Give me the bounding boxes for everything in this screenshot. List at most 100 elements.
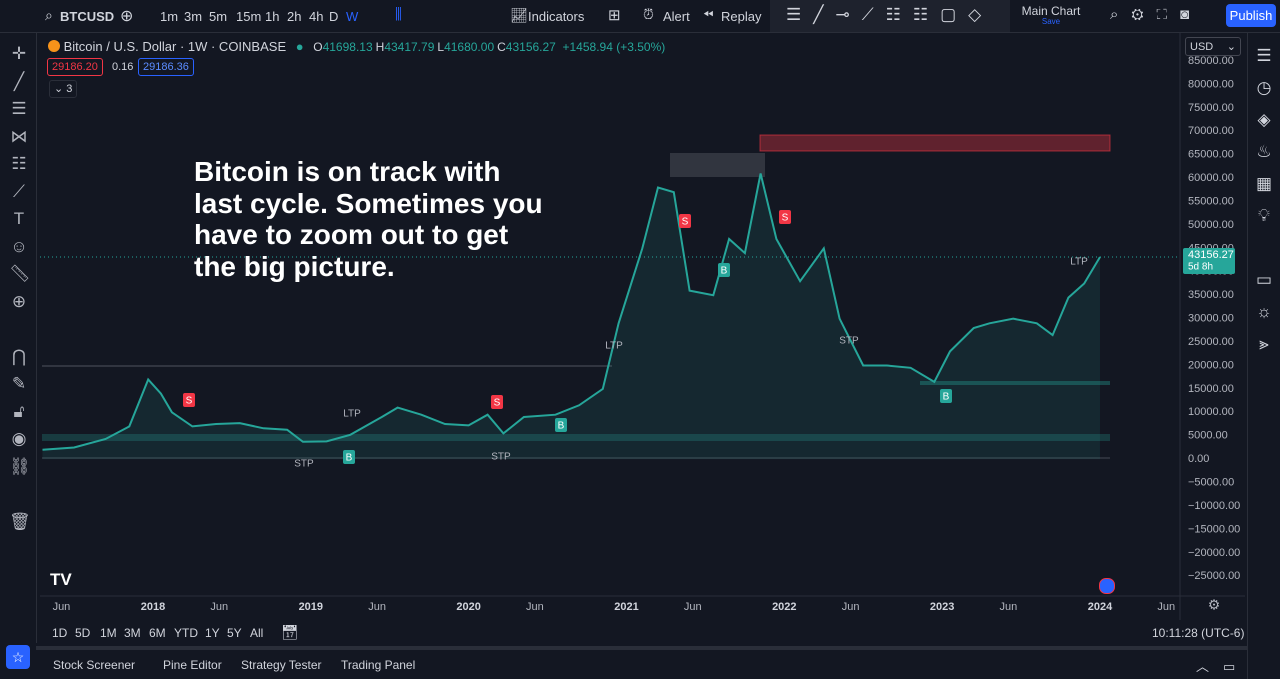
alert-icon[interactable]: ⏰︎ (643, 6, 654, 22)
add-symbol[interactable]: ⊕ (120, 8, 134, 25)
interval[interactable]: D (329, 9, 339, 24)
search-icon[interactable]: ⌕ (45, 7, 53, 23)
y-tick-label: 65000.00 (1188, 149, 1234, 161)
status-dot: ● (295, 39, 304, 54)
support-zone (920, 381, 1110, 385)
price-area (42, 173, 1100, 460)
annotation-line: last cycle. Sometimes you (194, 187, 543, 219)
interval[interactable]: 15m (236, 9, 262, 24)
bottom-tab[interactable]: Stock Screener (53, 658, 136, 672)
ohlc-value: 41680.00 (444, 40, 495, 54)
layout-name[interactable]: Main Chart (1021, 4, 1081, 18)
y-tick-label: −15000.00 (1188, 523, 1240, 535)
y-tick-label: −5000.00 (1188, 476, 1234, 488)
x-tick-label: Jun (1000, 601, 1018, 613)
ohlc-key: C (497, 40, 506, 54)
signal-box (555, 418, 567, 432)
range-button[interactable]: 5D (75, 626, 91, 640)
bottom-tab[interactable]: Pine Editor (163, 658, 222, 672)
date-range-icon[interactable]: 📅︎ (281, 624, 299, 640)
indicators-icon[interactable]: 📈︎ (510, 7, 528, 23)
x-tick-label: Jun (368, 601, 386, 613)
y-tick-label: 50000.00 (1188, 219, 1234, 231)
signal-label: LTP (605, 341, 623, 352)
drawing-toolbar-icons[interactable]: ✛ ╱ ☰ ⋈ ☷ ⟋ T ☺ 📏︎ ⊕ ⋂ ✎ 🔓︎ ◉ ⛓︎ 🗑︎ (9, 44, 31, 531)
range-button[interactable]: 5Y (227, 626, 242, 640)
top-toolbar (0, 0, 1280, 33)
signal-label: STP (294, 459, 314, 470)
range-button[interactable]: 1M (100, 626, 117, 640)
symbol[interactable]: BTCUSD (60, 9, 115, 24)
indicators-toggle[interactable]: ⌄ 3 (49, 80, 78, 98)
templates-icon[interactable]: ⊞ (608, 7, 621, 24)
top-right-icons[interactable]: ⌕⚙⛶◙ (1110, 6, 1203, 23)
signal-box (718, 263, 730, 277)
signal-label: B (721, 266, 728, 277)
range-button[interactable]: 1Y (205, 626, 220, 640)
interval[interactable]: 2h (287, 9, 302, 24)
y-tick-label: 85000.00 (1188, 55, 1234, 67)
y-tick-label: 5000.00 (1188, 430, 1228, 442)
events-flag[interactable] (1099, 578, 1115, 594)
range-button[interactable]: 6M (149, 626, 166, 640)
favorites-button[interactable]: ☆ (6, 645, 30, 669)
ohlc-key: H (375, 40, 385, 54)
right-sidebar-icons[interactable]: ☰ ◷ ◈ ♨ ▦ 💡︎ ▭ ☼ ⪢ (1255, 46, 1273, 353)
bottom-tab[interactable]: Trading Panel (341, 658, 416, 672)
range-button[interactable]: 3M (124, 626, 141, 640)
y-tick-label: 0.00 (1188, 453, 1209, 465)
settings-icon[interactable]: ⚙ (1208, 597, 1221, 613)
signal-box (343, 450, 355, 464)
signal-label: S (494, 398, 501, 409)
interval[interactable]: W (346, 9, 359, 24)
signal-label: S (782, 213, 789, 224)
x-tick-label: 2024 (1088, 601, 1113, 613)
x-tick-label: 2021 (614, 601, 638, 613)
y-tick-label: −10000.00 (1188, 500, 1240, 512)
signal-box (779, 210, 791, 224)
annotation-line: the big picture. (194, 250, 395, 282)
y-tick-label: 75000.00 (1188, 102, 1234, 114)
legend: Bitcoin / U.S. Dollar · 1W · COINBASE ● … (48, 39, 665, 54)
annotation-line: Bitcoin is on track with (194, 156, 501, 187)
interval[interactable]: 4h (309, 9, 324, 24)
interval[interactable]: 1m (160, 9, 179, 24)
y-tick-label: 70000.00 (1188, 125, 1234, 137)
price-line (42, 173, 1101, 451)
x-tick-label: Jun (1157, 601, 1175, 613)
y-tick-label: 20000.00 (1188, 359, 1234, 371)
signal-box (679, 214, 691, 228)
ohlc-value: 43417.79 (384, 40, 435, 54)
y-tick-label: −25000.00 (1188, 570, 1240, 582)
signal-box (940, 389, 952, 403)
currency-select[interactable]: USD ⌄ (1185, 37, 1241, 56)
publish-button[interactable]: Publish (1226, 4, 1276, 27)
panel-controls[interactable]: ︿▭ (1196, 659, 1250, 674)
range-button[interactable]: All (250, 626, 264, 640)
x-tick-label: Jun (526, 601, 544, 613)
alert[interactable]: Alert (663, 9, 690, 24)
range-button[interactable]: 1D (52, 626, 68, 640)
layout-status: Save (1041, 17, 1061, 26)
replay-icon[interactable]: ⏪︎ (703, 7, 714, 22)
legend-title: Bitcoin / U.S. Dollar · 1W · COINBASE (63, 39, 287, 54)
buy-price[interactable]: 29186.36 (138, 58, 194, 76)
x-tick-label: 2018 (141, 601, 165, 613)
bottom-tab[interactable]: Strategy Tester (241, 658, 322, 672)
indicators[interactable]: Indicators (528, 9, 585, 24)
y-tick-label: 15000.00 (1188, 383, 1234, 395)
ohlc-value: 43156.27 (505, 40, 556, 54)
signal-label: S (682, 217, 689, 228)
currency: USD (1190, 41, 1214, 53)
replay[interactable]: Replay (721, 9, 762, 24)
tv-logo: TV (50, 570, 72, 589)
range-button[interactable]: YTD (174, 626, 198, 640)
sell-price[interactable]: 29186.20 (47, 58, 103, 76)
interval[interactable]: 5m (209, 9, 228, 24)
drawing-tools[interactable]: ☰╱⊸⟋☷☷▢◇ (786, 5, 994, 24)
interval[interactable]: 3m (184, 9, 203, 24)
y-tick-label: 10000.00 (1188, 406, 1234, 418)
interval[interactable]: 1h (265, 9, 280, 24)
chart-type[interactable]: ⫼ (395, 6, 402, 23)
